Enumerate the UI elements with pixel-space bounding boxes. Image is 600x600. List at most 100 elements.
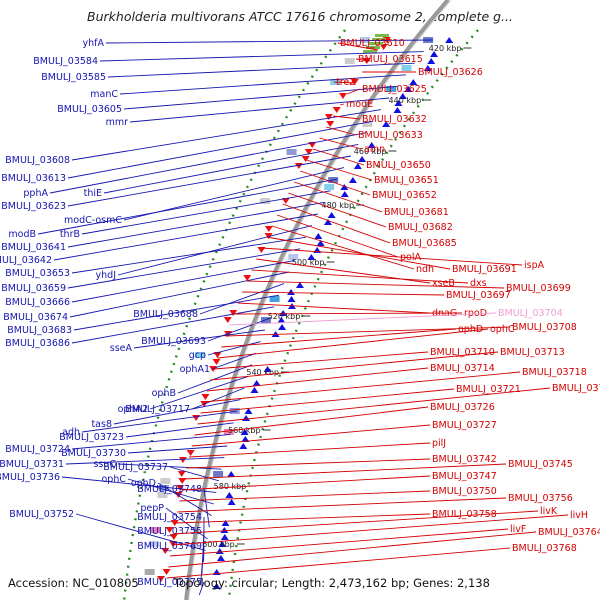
forward-feature-mark (218, 541, 227, 547)
right-gene-label: BMULJ_03750 (432, 486, 497, 497)
left-leader-line (67, 155, 352, 207)
accession-text: Accession: NC_010805 (8, 576, 139, 590)
left-leader-line (71, 236, 306, 274)
right-leader-line (276, 214, 399, 258)
right-leader-line (166, 547, 511, 579)
right-gene-label: livH (570, 510, 588, 521)
left-gene-label: BMULJ_03613 (1, 173, 66, 184)
kbp-tick-label: 460 kbp (354, 147, 387, 156)
forward-feature-mark (225, 492, 234, 498)
kbp-tick-label: 600 kbp (202, 540, 235, 549)
right-gene-label: BMULJ_03650 (366, 160, 431, 171)
forward-feature-mark (240, 429, 249, 435)
right-gene-label: BMULJ_03615 (358, 54, 423, 65)
forward-feature-mark (252, 380, 261, 386)
right-gene-label: BMULJ_03721 (456, 384, 521, 395)
left-gene-label: BMULJ_03686 (5, 338, 70, 349)
left-leader-line (71, 109, 382, 161)
right-leader-line (183, 463, 507, 480)
green-feature-block (372, 38, 387, 41)
feature-block (344, 58, 355, 64)
left-leader-line (199, 283, 285, 315)
right-leader-line (194, 406, 429, 436)
right-leader-line (175, 513, 431, 524)
left-gene-label: thiE (84, 188, 102, 199)
reverse-feature-mark (176, 485, 185, 491)
reverse-feature-mark (201, 394, 210, 400)
left-leader-line (191, 387, 245, 410)
forward-feature-mark (279, 310, 288, 316)
left-leader-line (157, 482, 212, 516)
left-leader-line (69, 271, 290, 318)
forward-feature-mark (239, 443, 248, 449)
left-gene-label: BMULJ_03737 (103, 462, 168, 473)
reverse-feature-mark (324, 114, 333, 120)
forward-feature-mark (409, 79, 418, 85)
right-gene-label: BMULJ_03718 (522, 367, 587, 378)
right-leader-line (221, 328, 457, 348)
forward-feature-mark (287, 289, 296, 295)
right-leader-line (242, 291, 445, 296)
reverse-feature-mark (169, 541, 178, 547)
right-gene-label: BMULJ_03681 (384, 207, 449, 218)
left-leader-line (119, 74, 406, 95)
reverse-feature-mark (170, 520, 179, 526)
feature-block (150, 527, 161, 533)
left-gene-label: BMULJ_03674 (3, 312, 68, 323)
reverse-feature-mark (350, 79, 359, 85)
left-leader-line (53, 213, 318, 261)
right-leader-line (181, 475, 431, 491)
feature-block (324, 184, 335, 190)
kbp-tick-label: 520 kbp (268, 312, 301, 321)
kbp-tick-label: 560 kbp (228, 426, 261, 435)
right-gene-label: BMULJ_03708 (512, 322, 577, 333)
green-feature-block (375, 34, 390, 37)
left-gene-label: yhfA (83, 38, 105, 49)
feature-block (160, 478, 171, 484)
forward-feature-mark (404, 86, 413, 92)
left-leader-line (103, 143, 359, 194)
reverse-feature-mark (326, 121, 335, 127)
forward-feature-mark (323, 219, 332, 225)
right-gene-label: BMULJ_03682 (388, 222, 453, 233)
left-leader-line (81, 410, 238, 433)
forward-feature-mark (427, 58, 436, 64)
right-gene-label: livF (510, 524, 526, 535)
forward-feature-mark (398, 93, 407, 99)
left-gene-label: pphA (23, 188, 48, 199)
reverse-feature-mark (223, 317, 232, 323)
reverse-feature-mark (264, 226, 273, 232)
right-gene-label: BMULJ_03625 (362, 84, 427, 95)
backbone-highlight (188, 0, 452, 600)
feature-block (195, 352, 206, 358)
right-leader-line (306, 159, 373, 181)
right-gene-label: BMULJ_03768 (512, 543, 577, 554)
right-gene-label: BMULJ_03691 (452, 264, 517, 275)
right-gene-label: BMULJ_03726 (430, 402, 495, 413)
right-leader-line (203, 371, 521, 403)
forward-feature-mark (394, 100, 403, 106)
reverse-feature-mark (281, 198, 290, 204)
reverse-feature-mark (178, 478, 187, 484)
left-leader-line (125, 422, 234, 438)
left-gene-label: BMULJ_03748 (137, 484, 202, 495)
left-leader-line (149, 375, 249, 410)
right-gene-label: BMULJ_03633 (358, 130, 423, 141)
kbp-tick-label: 500 kbp (292, 258, 325, 267)
forward-feature-mark (382, 121, 391, 127)
right-leader-line (189, 442, 431, 458)
right-leader-line (177, 497, 507, 513)
right-leader-line (171, 514, 569, 546)
reverse-feature-mark (186, 450, 195, 456)
forward-feature-mark (227, 471, 236, 477)
right-leader-line (261, 247, 523, 266)
forward-feature-mark (227, 499, 236, 505)
left-leader-line (127, 445, 228, 454)
right-leader-line (312, 148, 365, 166)
left-gene-label: yhdJ (96, 270, 116, 281)
right-gene-label: BMULJ_03704 (498, 308, 563, 319)
backbone-arc (184, 0, 451, 600)
left-gene-label: pepP (140, 503, 164, 514)
right-leader-line (325, 126, 357, 136)
right-gene-label: amn (364, 144, 385, 155)
